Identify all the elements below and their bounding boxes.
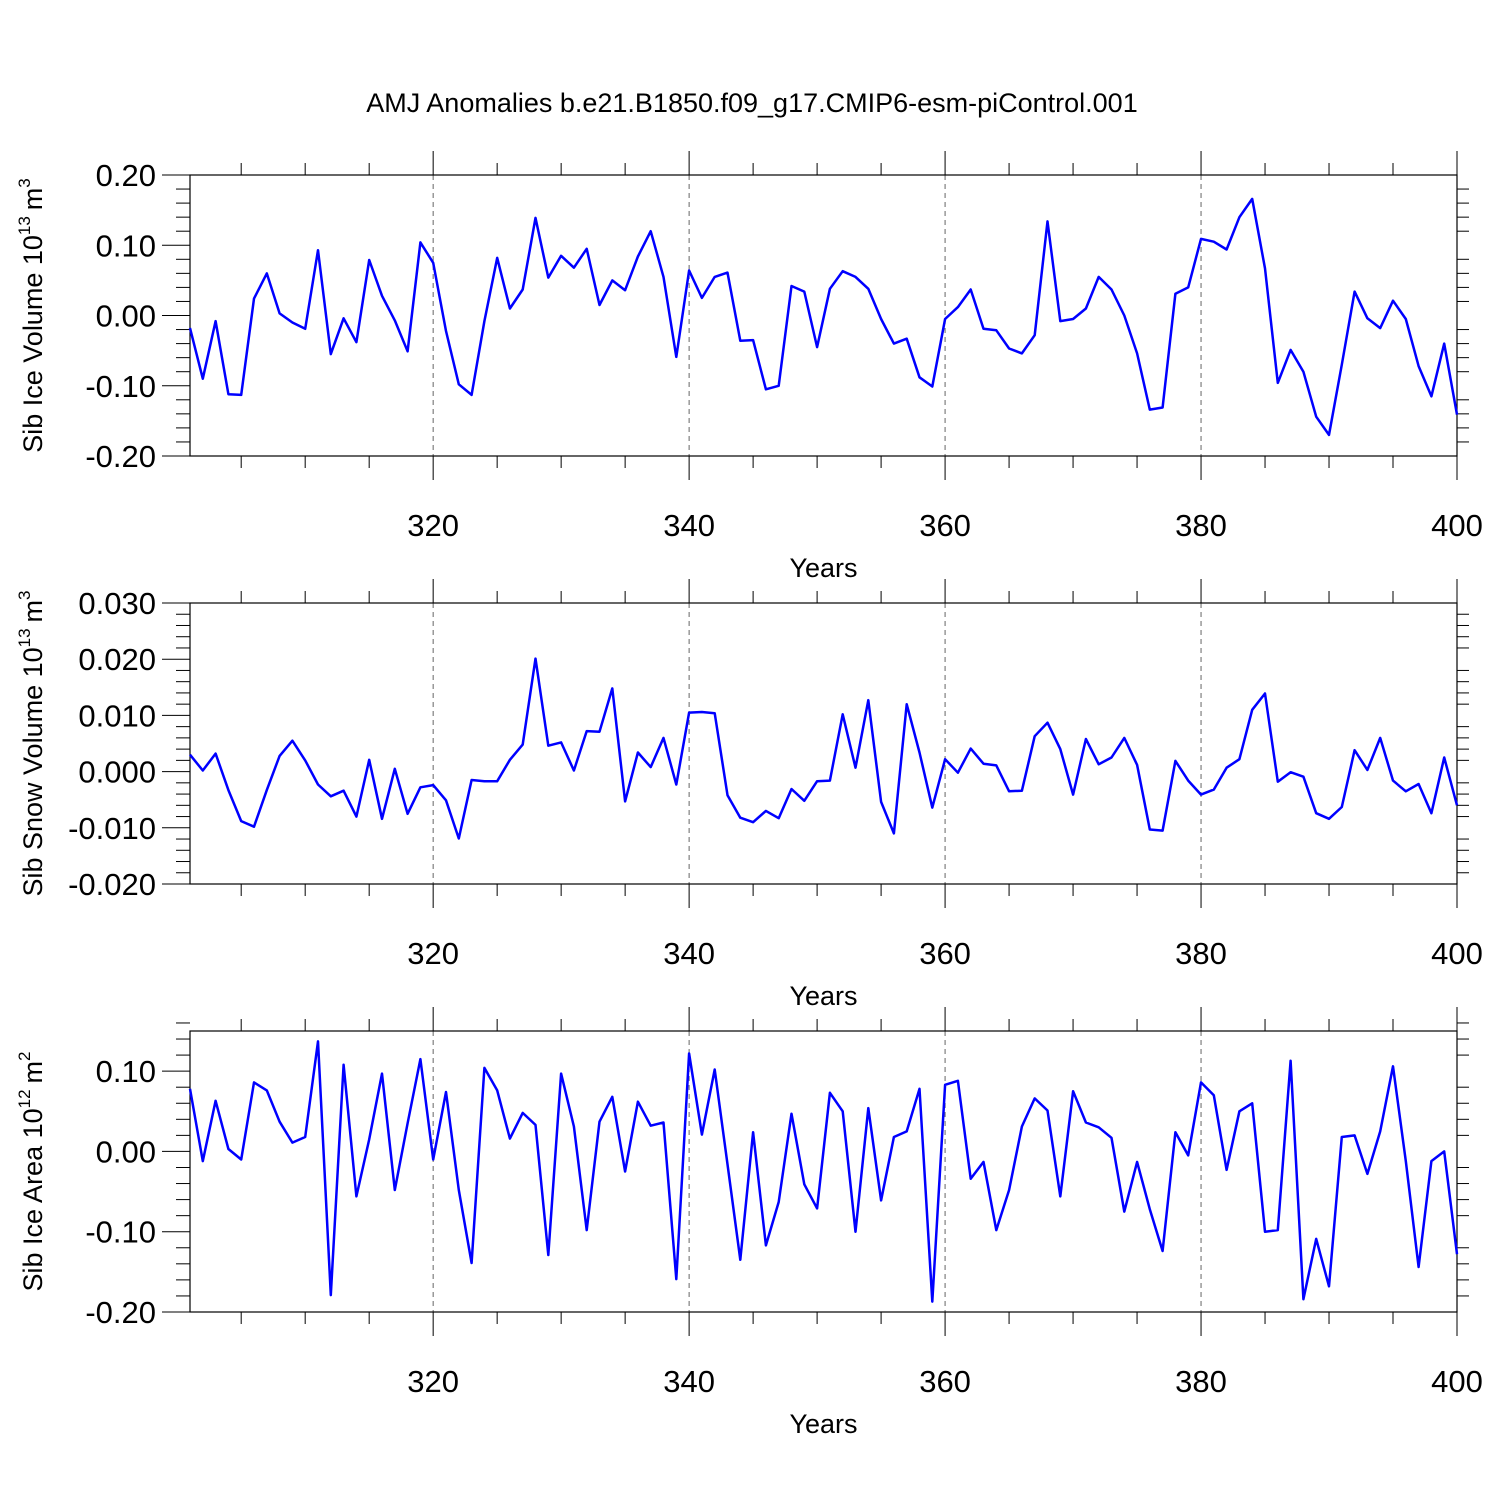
ice-area-plot-frame [189,1030,1458,1313]
ice-area-x-tick-label: 400 [1431,1364,1483,1399]
ice-area-x-tick-label: 340 [663,1364,715,1399]
snow-volume-x-tick-label: 340 [663,936,715,971]
ice-volume-x-tick-label: 400 [1431,508,1483,543]
ice-volume-y-tick-label: -0.10 [85,369,156,404]
ice-volume-x-tick-label: 340 [663,508,715,543]
snow-volume-y-tick-label: 0.000 [78,755,156,790]
snow-volume-y-tick-label: 0.030 [78,586,156,621]
ice-volume-y-tick-label: 0.00 [96,299,156,334]
ice-area-x-tick-label: 360 [919,1364,971,1399]
ice-area-series-line [188,1040,1459,1303]
ice-volume-series-line [188,197,1459,437]
ice-area-y-tick-label: 0.00 [96,1134,156,1169]
snow-volume-y-axis-title: Sib Snow Volume 1013m3 [15,590,48,896]
snow-volume-y-tick-label: -0.020 [68,867,156,902]
ice-area-y-tick-label: 0.10 [96,1054,156,1089]
ice-area-y-tick-label: -0.10 [85,1215,156,1250]
ice-area-x-axis-title: Years [789,1409,857,1439]
snow-volume-x-axis-title: Years [789,981,857,1011]
ice-area-y-axis-title: Sib Ice Area 1012m2 [15,1051,48,1291]
ice-volume-x-tick-label: 320 [407,508,459,543]
ice-volume-y-tick-label: 0.10 [96,228,156,263]
snow-volume-x-tick-label: 320 [407,936,459,971]
snow-volume-x-tick-label: 400 [1431,936,1483,971]
snow-volume-plot-frame [189,602,1458,885]
ice-area-panel: -0.20 -0.10 0.00 0.10 320 340 360 380 400 Years Si… [15,1007,1483,1439]
panels: -0.20 -0.10 0.00 0.10 0.20 320 340 360 380 400 Yea… [15,151,1483,1439]
ice-volume-x-axis-title: Years [789,553,857,583]
ice-volume-x-tick-label: 380 [1175,508,1227,543]
figure-title: AMJ Anomalies b.e21.B1850.f09_g17.CMIP6-… [366,88,1137,118]
snow-volume-panel: -0.020 -0.010 0.000 0.010 0.020 0.030 320 340 36… [15,579,1483,1011]
ice-volume-panel: -0.20 -0.10 0.00 0.10 0.20 320 340 360 380 400 Yea… [15,151,1483,583]
ice-area-y-tick-label: -0.20 [85,1295,156,1330]
snow-volume-y-tick-label: -0.010 [68,811,156,846]
ice-volume-y-tick-label: 0.20 [96,158,156,193]
snow-volume-x-tick-label: 360 [919,936,971,971]
ice-area-x-tick-label: 320 [407,1364,459,1399]
ice-volume-y-tick-label: -0.20 [85,439,156,474]
snow-volume-y-tick-label: 0.020 [78,642,156,677]
ice-volume-x-tick-label: 360 [919,508,971,543]
snow-volume-series-line [189,657,1459,840]
snow-volume-y-tick-label: 0.010 [78,698,156,733]
ice-area-x-tick-label: 380 [1175,1364,1227,1399]
ice-volume-y-axis-title: Sib Ice Volume 1013m3 [15,178,48,453]
ice-volume-plot-frame [189,174,1458,457]
snow-volume-x-tick-label: 380 [1175,936,1227,971]
